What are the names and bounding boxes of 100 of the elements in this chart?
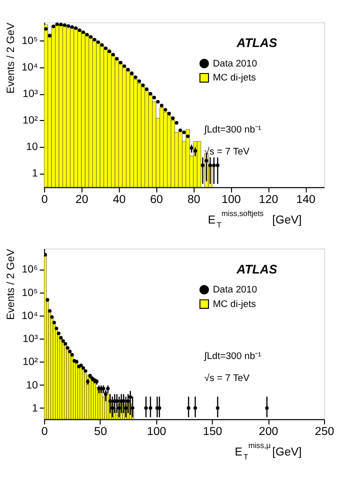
point	[102, 386, 106, 390]
y-tick-label: 10²	[22, 356, 38, 368]
point	[52, 24, 56, 28]
point	[59, 336, 63, 340]
point	[126, 68, 130, 72]
point	[104, 46, 108, 50]
point	[167, 112, 171, 116]
annotation: √s = 7 TeV	[204, 372, 250, 384]
point	[164, 108, 168, 112]
point	[68, 350, 72, 354]
x-tick-label: 50	[94, 426, 107, 438]
x-tick-label: 0	[41, 426, 48, 438]
annotation: ATLAS	[236, 262, 278, 276]
point	[117, 406, 121, 410]
point	[174, 121, 178, 125]
y-tick-label: 1	[32, 168, 38, 180]
point	[148, 406, 152, 410]
point	[152, 96, 156, 100]
x-tick-label: 150	[202, 426, 222, 438]
point	[96, 40, 100, 44]
y-tick-label: 10³	[22, 88, 38, 100]
point	[84, 369, 88, 373]
y-tick-label: 10	[26, 379, 38, 392]
x-tick-label: 250	[314, 426, 334, 438]
point	[124, 406, 128, 410]
point	[62, 23, 66, 27]
point	[134, 75, 138, 80]
point	[108, 50, 112, 54]
point	[44, 252, 48, 257]
point	[216, 406, 220, 410]
x-tick-label: 100	[222, 194, 241, 206]
point	[100, 43, 104, 47]
point	[160, 104, 164, 108]
legend-label: Data 2010	[212, 58, 258, 70]
point	[186, 134, 190, 138]
point	[190, 146, 194, 150]
point	[158, 406, 162, 410]
x-tick-label: 120	[258, 194, 278, 206]
annotation: ∫Ldt=300 nb⁻¹	[203, 350, 262, 362]
y-tick-label: 10⁴	[22, 310, 38, 322]
point	[178, 128, 182, 132]
y-tick-label: 10²	[22, 114, 38, 127]
point	[265, 406, 269, 410]
point	[212, 164, 216, 168]
point	[44, 27, 48, 31]
point	[216, 164, 220, 168]
point	[122, 64, 126, 68]
x-tick-label: 200	[258, 426, 278, 438]
point	[137, 79, 142, 83]
point	[48, 309, 52, 313]
x-tick-label: 140	[296, 194, 316, 206]
y-tick-label: 10	[26, 141, 38, 154]
point	[108, 399, 112, 403]
x-tick-label: 80	[187, 194, 200, 206]
point	[126, 399, 130, 403]
x-tick-label: 60	[150, 194, 163, 206]
point	[81, 30, 86, 34]
point	[115, 56, 119, 61]
point	[200, 164, 205, 168]
x-tick-label: 100	[146, 426, 166, 438]
point	[171, 116, 175, 120]
point	[208, 164, 212, 168]
y-axis-title: Events / 2 GeV	[4, 22, 17, 94]
point	[130, 72, 134, 76]
point	[144, 87, 149, 91]
point	[52, 320, 56, 324]
point	[118, 60, 122, 64]
point	[111, 52, 115, 56]
legend-label: Data 2010	[212, 284, 258, 296]
point	[106, 386, 110, 390]
point	[130, 406, 134, 410]
point	[54, 326, 58, 330]
legend-label: MC di-jets	[212, 72, 256, 84]
point	[78, 28, 82, 32]
point	[128, 395, 132, 399]
point	[156, 100, 160, 104]
point	[88, 35, 93, 39]
point	[182, 130, 186, 134]
point	[50, 315, 54, 319]
annotation: √s = 7 TeV	[204, 146, 250, 158]
point	[141, 83, 145, 88]
y-tick-label: 10⁵	[22, 35, 38, 48]
y-axis-title: Events / 2 GeV	[4, 248, 17, 320]
x-tick-label: 40	[112, 194, 126, 206]
point	[115, 399, 119, 403]
point	[70, 353, 74, 357]
point	[110, 406, 114, 410]
point	[85, 32, 89, 36]
point	[193, 406, 198, 410]
point	[64, 342, 68, 346]
x-tick-label: 20	[76, 194, 88, 206]
y-tick-label: 10⁶	[22, 264, 38, 276]
y-tick-label: 10³	[22, 333, 38, 346]
y-tick-label: 10⁴	[22, 62, 38, 74]
point	[55, 22, 59, 26]
legend-label: MC di-jets	[212, 298, 256, 310]
point	[74, 26, 78, 30]
point	[186, 406, 190, 410]
point	[61, 339, 65, 343]
point	[81, 366, 86, 370]
